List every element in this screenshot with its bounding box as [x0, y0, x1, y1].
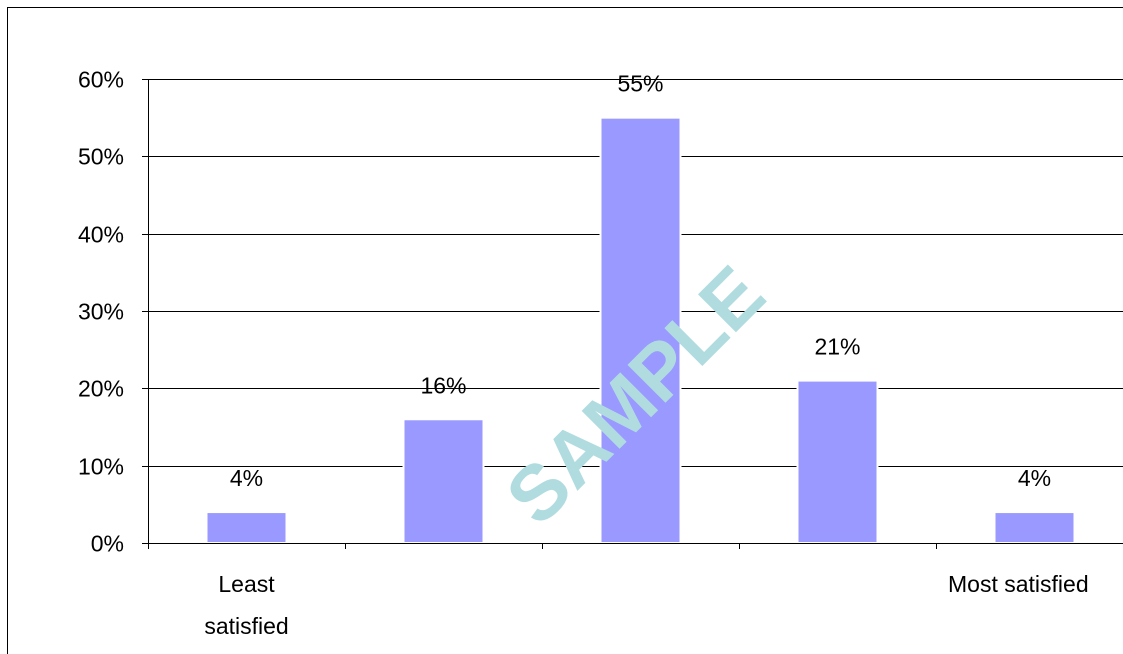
y-tick-label: 20% — [78, 376, 124, 402]
data-labels: 4% 16% 55% 21% 4% — [230, 71, 1051, 491]
y-tick-labels: 0% 10% 20% 30% 40% 50% 60% — [78, 67, 124, 557]
axes — [142, 79, 1123, 549]
y-tick-label: 60% — [78, 67, 124, 93]
bar — [402, 418, 485, 544]
y-tick-label: 50% — [78, 144, 124, 170]
bar — [205, 511, 288, 544]
chart-border — [7, 7, 1123, 654]
y-tick-label: 30% — [78, 299, 124, 325]
data-label: 16% — [420, 372, 466, 398]
bar — [796, 379, 879, 544]
x-category-label: Least satisfied — [204, 571, 288, 639]
data-label: 21% — [814, 334, 860, 360]
y-tick-label: 10% — [78, 454, 124, 480]
bar — [993, 511, 1076, 544]
category-labels: Least satisfied Most satisfied — [204, 571, 1088, 639]
data-label: 4% — [1018, 465, 1051, 491]
bars — [205, 116, 1076, 545]
data-label: 55% — [617, 71, 663, 97]
data-label: 4% — [230, 465, 263, 491]
y-tick-label: 40% — [78, 222, 124, 248]
x-category-label: Most satisfied — [948, 571, 1089, 597]
y-tick-label: 0% — [91, 531, 124, 557]
bar — [599, 116, 682, 545]
